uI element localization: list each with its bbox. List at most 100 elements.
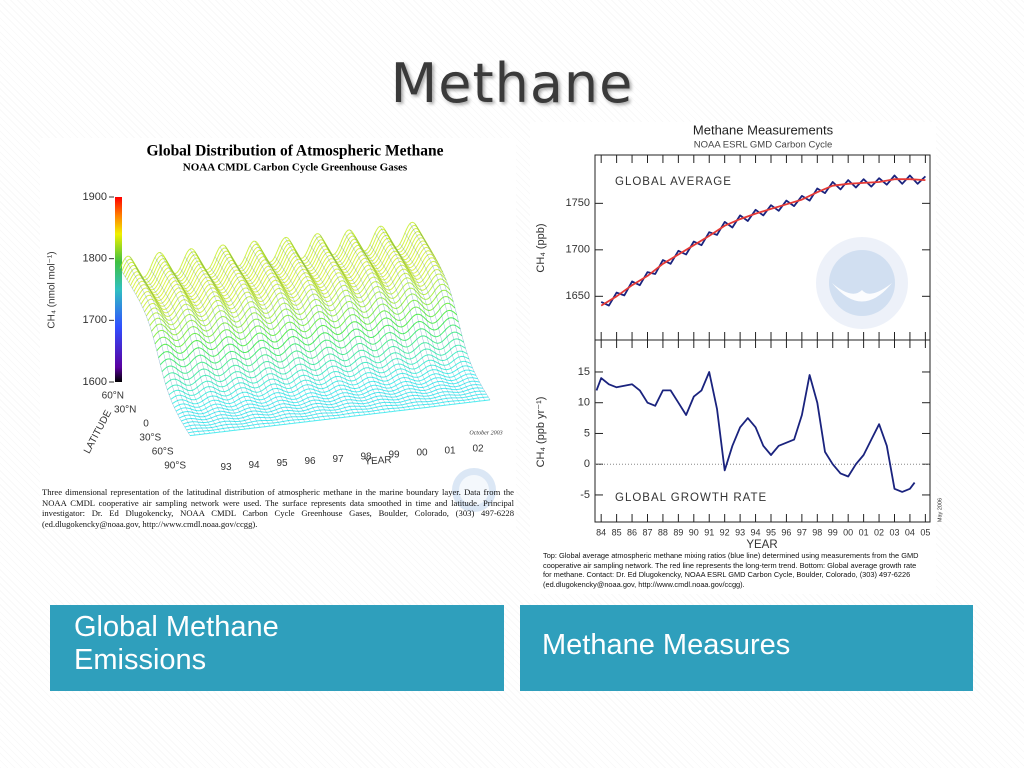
latitude-tick-label: 60°N bbox=[102, 391, 124, 402]
x-tick-label: 05 bbox=[920, 527, 930, 537]
x-tick-label: 99 bbox=[828, 527, 838, 537]
year-tick-label: 00 bbox=[416, 448, 428, 459]
surface-line bbox=[274, 256, 346, 418]
y-tick-label: 1650 bbox=[566, 290, 590, 302]
x-tick-label: 90 bbox=[689, 527, 699, 537]
surface-line bbox=[169, 268, 241, 430]
surface-line bbox=[254, 241, 326, 420]
date-note: October 2003 bbox=[469, 430, 502, 436]
x-tick-label: 98 bbox=[812, 527, 822, 537]
y-tick-label: 10 bbox=[578, 397, 590, 409]
right-caption: Top: Global average atmospheric methane … bbox=[543, 551, 919, 589]
z-tick-label: 1800 bbox=[83, 253, 107, 265]
left-title: Global Distribution of Atmospheric Metha… bbox=[146, 143, 443, 160]
top-panel-label: GLOBAL AVERAGE bbox=[615, 176, 732, 188]
surface-line bbox=[419, 232, 491, 401]
button-label[interactable]: Global Methane Emissions bbox=[74, 611, 279, 676]
surface-line bbox=[149, 268, 221, 433]
nav-button[interactable]: Global Methane Emissions bbox=[50, 605, 504, 691]
y-tick-label: -5 bbox=[580, 489, 590, 501]
x-axis-label: YEAR bbox=[746, 539, 777, 551]
surface-line bbox=[344, 233, 416, 409]
year-label: YEAR bbox=[364, 455, 392, 468]
surface-line bbox=[299, 257, 371, 415]
button-label[interactable]: Methane Measures bbox=[542, 629, 791, 661]
surface-line bbox=[294, 250, 366, 415]
year-tick-label: 97 bbox=[332, 454, 344, 465]
surface-line bbox=[399, 243, 471, 403]
x-tick-label: 97 bbox=[797, 527, 807, 537]
surface-line bbox=[269, 262, 341, 418]
surface-line bbox=[349, 229, 421, 409]
bottom-y-label: CH₄ (ppb yr⁻¹) bbox=[535, 397, 547, 468]
latitude-tick-label: 60°S bbox=[152, 447, 174, 458]
surface-line bbox=[154, 257, 226, 432]
z-axis-label: CH₄ (nmol mol⁻¹) bbox=[47, 251, 58, 328]
x-tick-label: 94 bbox=[751, 527, 761, 537]
color-bar bbox=[115, 197, 122, 382]
series-line bbox=[595, 371, 916, 493]
x-tick-label: 96 bbox=[781, 527, 791, 537]
nav-button[interactable]: Methane Measures bbox=[520, 605, 973, 691]
surface-line bbox=[389, 239, 461, 404]
year-tick-label: 96 bbox=[304, 456, 316, 467]
surface-line bbox=[204, 269, 276, 426]
year-tick-label: 95 bbox=[276, 458, 288, 469]
latitude-tick-label: 0 bbox=[143, 419, 149, 430]
surface bbox=[119, 221, 491, 437]
year-tick-label: 93 bbox=[220, 462, 232, 473]
top-y-label: CH₄ (ppb) bbox=[535, 223, 547, 272]
surface-line bbox=[219, 246, 291, 424]
surface-line bbox=[199, 261, 271, 427]
z-tick-label: 1900 bbox=[83, 191, 107, 203]
surface-line bbox=[159, 252, 231, 432]
x-tick-label: 88 bbox=[658, 527, 668, 537]
right-date-note: May 2006 bbox=[937, 498, 943, 522]
surface-line bbox=[164, 257, 236, 431]
series-line bbox=[600, 178, 926, 307]
surface-line bbox=[189, 248, 261, 428]
x-tick-label: 92 bbox=[720, 527, 730, 537]
surface-line bbox=[259, 247, 331, 420]
surface-line bbox=[134, 264, 206, 434]
surface-line bbox=[329, 252, 401, 411]
x-tick-label: 01 bbox=[859, 527, 869, 537]
z-tick-label: 1700 bbox=[83, 314, 107, 326]
x-tick-label: 03 bbox=[889, 527, 899, 537]
y-tick-label: 5 bbox=[584, 427, 590, 439]
x-tick-label: 86 bbox=[627, 527, 637, 537]
surface-line bbox=[374, 232, 446, 406]
surface-line bbox=[309, 244, 381, 414]
surface-line bbox=[234, 263, 306, 423]
surface-line bbox=[379, 226, 451, 405]
surface-line bbox=[249, 245, 321, 421]
surface-line bbox=[409, 223, 481, 402]
noaa-logo bbox=[452, 237, 908, 512]
surface-line bbox=[404, 232, 476, 402]
surface-line bbox=[119, 268, 191, 436]
right-image-bg bbox=[530, 122, 936, 594]
slide-title: Methane bbox=[390, 52, 634, 115]
surface-line bbox=[179, 268, 251, 429]
panel-frame bbox=[594, 339, 931, 523]
x-tick-label: 91 bbox=[704, 527, 714, 537]
x-tick-label: 89 bbox=[673, 527, 683, 537]
surface-line bbox=[369, 244, 441, 406]
right-title: Methane Measurements bbox=[693, 122, 834, 137]
surface-line bbox=[394, 246, 466, 403]
year-tick-label: 01 bbox=[444, 446, 456, 457]
surface-line bbox=[414, 223, 486, 401]
surface-line bbox=[124, 258, 196, 436]
year-tick-label: 94 bbox=[248, 460, 260, 471]
surface-line bbox=[384, 229, 456, 405]
y-tick-label: 0 bbox=[584, 458, 590, 470]
surface-line bbox=[359, 246, 431, 408]
surface-line bbox=[174, 273, 246, 430]
x-tick-label: 85 bbox=[612, 527, 622, 537]
surface-line bbox=[144, 276, 216, 433]
bottom-panel-label: GLOBAL GROWTH RATE bbox=[615, 492, 767, 504]
x-tick-label: 84 bbox=[596, 527, 606, 537]
left-subtitle: NOAA CMDL Carbon Cycle Greenhouse Gases bbox=[183, 162, 408, 174]
